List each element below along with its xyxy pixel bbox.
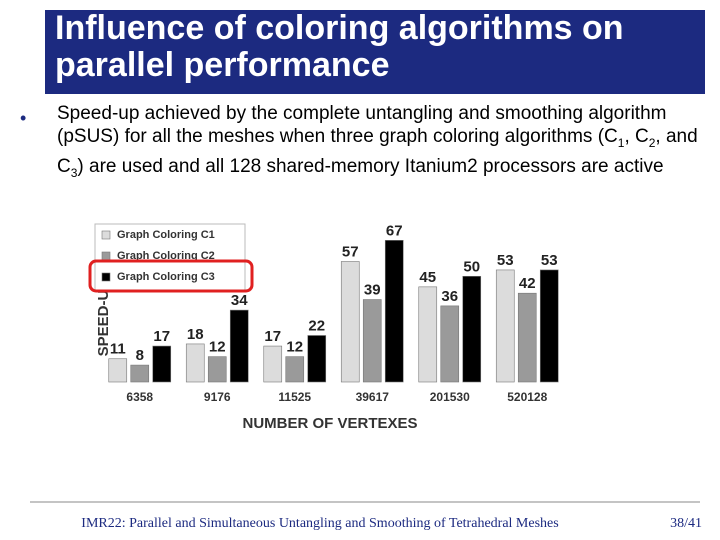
data-label: 36 <box>441 288 458 305</box>
text: Speed-up achieved by the complete untang… <box>57 103 667 147</box>
x-axis-label: NUMBER OF VERTEXES <box>242 415 417 432</box>
subscript: 3 <box>70 165 78 180</box>
data-label: 17 <box>153 328 170 345</box>
bar <box>229 309 249 383</box>
bullet-symbol: • <box>20 108 27 128</box>
bar <box>539 269 559 383</box>
bar <box>440 305 460 383</box>
bar <box>152 345 172 383</box>
legend-swatch <box>101 230 111 240</box>
bar <box>418 286 438 383</box>
data-label: 45 <box>419 269 436 286</box>
bar <box>285 356 305 383</box>
bullet-text: Speed-up achieved by the complete untang… <box>57 102 712 185</box>
bar <box>207 356 227 383</box>
bar <box>384 240 404 383</box>
x-tick-label: 39617 <box>356 390 390 404</box>
y-axis-label: SPEED-UP <box>95 280 112 357</box>
legend-box <box>94 223 246 291</box>
data-label: 12 <box>286 339 303 356</box>
bar <box>362 299 382 383</box>
text: , and C <box>57 126 698 177</box>
slide-title: Influence of coloring algorithms on para… <box>45 10 705 94</box>
data-label: 42 <box>519 275 536 292</box>
legend-label: Graph Coloring C1 <box>117 229 215 241</box>
bar <box>130 364 150 383</box>
legend-swatch <box>101 251 111 261</box>
page-number: 38/41 <box>670 516 702 531</box>
subscript: 1 <box>617 135 625 150</box>
data-label: 18 <box>187 326 204 343</box>
bar <box>307 335 327 383</box>
highlight <box>88 259 254 293</box>
footer-text: IMR22: Parallel and Simultaneous Untangl… <box>81 516 559 531</box>
data-label: 50 <box>463 258 480 275</box>
data-label: 34 <box>231 292 248 309</box>
data-label: 53 <box>541 252 558 269</box>
x-tick-label: 520128 <box>507 390 547 404</box>
subscript: 2 <box>648 135 656 150</box>
bar <box>340 261 360 383</box>
data-label: 17 <box>264 328 281 345</box>
data-label: 22 <box>308 317 325 334</box>
bar <box>495 269 515 383</box>
legend-label: Graph Coloring C3 <box>117 271 215 283</box>
x-tick-label: 11525 <box>278 390 311 404</box>
legend-label: Graph Coloring C2 <box>117 250 215 262</box>
text: ) are used and all 128 shared-memory Ita… <box>77 155 664 177</box>
bar <box>462 275 482 383</box>
bar <box>263 345 283 383</box>
x-tick-label: 201530 <box>430 390 470 404</box>
data-label: 12 <box>209 339 226 356</box>
bar <box>185 343 205 383</box>
x-tick-label: 6358 <box>126 390 153 404</box>
data-label: 57 <box>342 243 359 260</box>
data-label: 39 <box>364 282 381 299</box>
data-label: 67 <box>386 222 403 239</box>
legend-swatch <box>101 272 111 282</box>
bar <box>517 292 537 383</box>
x-tick-label: 9176 <box>204 390 231 404</box>
bar <box>108 358 128 383</box>
data-label: 53 <box>497 252 514 269</box>
text: , C <box>624 126 649 147</box>
data-label: 11 <box>110 341 126 358</box>
data-label: 8 <box>136 347 144 364</box>
